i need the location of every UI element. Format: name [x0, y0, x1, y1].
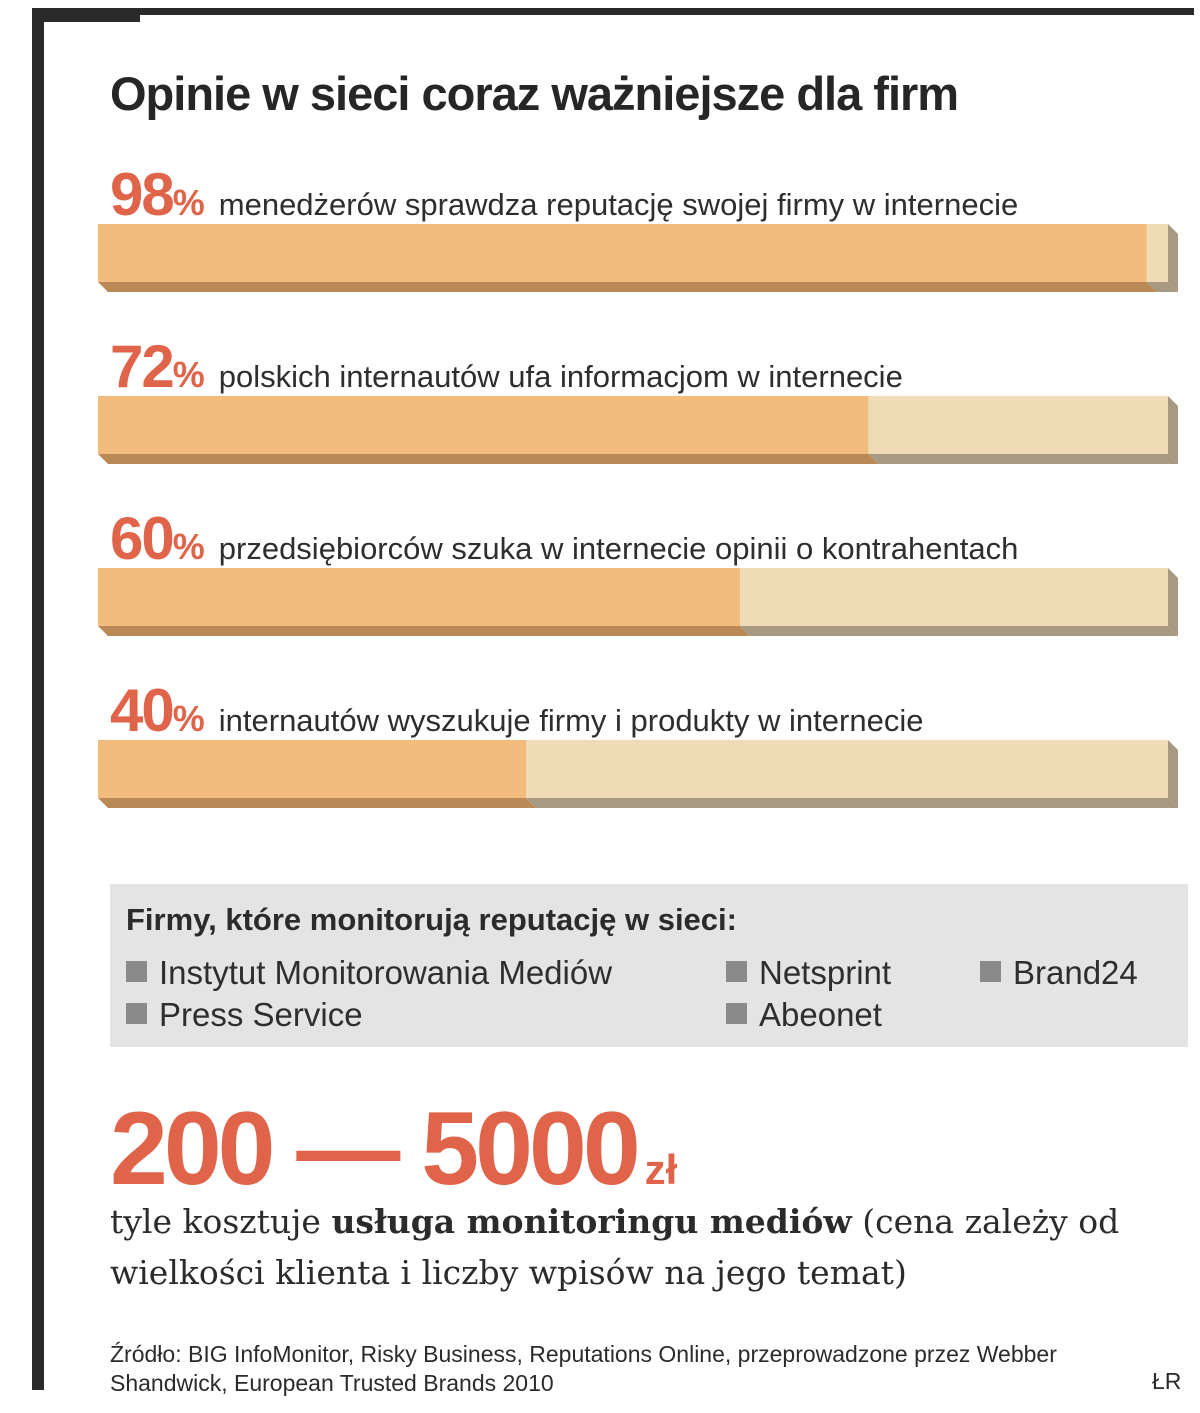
stat-category-label: przedsiębiorców szuka w internecie opini…: [218, 531, 1019, 566]
cost-currency: zł: [644, 1146, 678, 1193]
stat-value-label: 40: [110, 677, 175, 744]
square-bullet-icon: [726, 1003, 747, 1024]
firm-label: Brand24: [1013, 954, 1138, 991]
cost-text-before: tyle kosztuje: [110, 1202, 332, 1241]
stat-unit-label: %: [172, 182, 205, 223]
firm-item: Press Service: [126, 996, 363, 1034]
bar-track: [98, 740, 1178, 808]
frame-top-line: [32, 8, 1194, 15]
bar-fill: [98, 568, 740, 626]
stat-unit-label: %: [172, 526, 205, 567]
bar-fill-edge: [98, 454, 879, 464]
bar-right-edge: [1168, 740, 1178, 808]
cost-text-after: (cena zależy od wielkości klienta i licz…: [110, 1202, 1120, 1292]
bar-remainder: [740, 568, 1168, 626]
stat-header: 98% menedżerów sprawdza reputację swojej …: [110, 160, 1190, 228]
stat-unit-label: %: [172, 698, 205, 739]
bar-fill-edge: [98, 626, 750, 636]
stat-header: 40% internautów wyszukuje firmy i produkt…: [110, 676, 1190, 744]
firm-label: Netsprint: [759, 954, 892, 991]
firm-item: Instytut Monitorowania Mediów: [126, 954, 612, 992]
firm-item: Abeonet: [726, 996, 882, 1034]
bar-track: [98, 568, 1178, 636]
firm-label: Abeonet: [759, 996, 882, 1033]
bar-right-edge: [1168, 224, 1178, 292]
bar-track: [98, 396, 1178, 464]
square-bullet-icon: [126, 961, 147, 982]
source-note: Źródło: BIG InfoMonitor, Risky Business,…: [110, 1341, 1057, 1396]
bar-remainder-edge: [740, 626, 1178, 636]
bar-remainder-edge: [868, 454, 1178, 464]
stat-header: 72% polskich internautów ufa informacjom …: [110, 332, 1190, 400]
bar-fill: [98, 224, 1147, 282]
bar-remainder-edge: [1146, 282, 1178, 292]
cost-range: 200 — 5000 zł: [110, 1090, 677, 1209]
stat-row: 60% przedsiębiorców szuka w internecie op…: [98, 504, 1190, 636]
bar-fill-edge: [98, 798, 536, 808]
square-bullet-icon: [726, 961, 747, 982]
square-bullet-icon: [980, 961, 1001, 982]
stat-value-label: 98: [110, 161, 175, 228]
bar-right-edge: [1168, 568, 1178, 636]
bar-fill: [98, 396, 869, 454]
stat-row: 40% internautów wyszukuje firmy i produkt…: [98, 676, 1190, 808]
bar-remainder: [526, 740, 1168, 798]
stat-unit-label: %: [172, 354, 205, 395]
bar-track: [98, 224, 1178, 292]
stat-category-label: polskich internautów ufa informacjom w i…: [218, 359, 903, 394]
bar-fill: [98, 740, 526, 798]
bar-remainder: [868, 396, 1168, 454]
bar-fill-edge: [98, 282, 1157, 292]
stat-category-label: internautów wyszukuje firmy i produkty w…: [218, 703, 924, 738]
cost-description: tyle kosztuje usługa monitoringu mediów …: [110, 1196, 1180, 1298]
firm-item: Brand24: [980, 954, 1138, 992]
firm-item: Netsprint: [726, 954, 891, 992]
bar-remainder: [1146, 224, 1168, 282]
firm-label: Instytut Monitorowania Mediów: [159, 954, 613, 991]
stat-row: 72% polskich internautów ufa informacjom …: [98, 332, 1190, 464]
frame-top-corner: [32, 8, 140, 22]
stat-category-label: menedżerów sprawdza reputację swojej fir…: [218, 187, 1019, 222]
bar-right-edge: [1168, 396, 1178, 464]
bar-remainder-edge: [526, 798, 1178, 808]
author-initials: ŁR: [1152, 1368, 1182, 1394]
frame-left-line: [32, 8, 44, 1390]
cost-text-bold: usługa monitoringu mediów: [331, 1202, 852, 1241]
stat-row: 98% menedżerów sprawdza reputację swojej …: [98, 160, 1190, 292]
chart-title: Opinie w sieci coraz ważniejsze dla firm: [110, 67, 959, 120]
firm-label: Press Service: [159, 996, 363, 1033]
stat-header: 60% przedsiębiorców szuka w internecie op…: [110, 504, 1190, 572]
stat-value-label: 72: [110, 333, 175, 400]
firms-box-title: Firmy, które monitorują reputację w siec…: [126, 902, 737, 937]
square-bullet-icon: [126, 1003, 147, 1024]
firms-box: Firmy, które monitorują reputację w siec…: [110, 884, 1188, 1047]
cost-range-value: 200 — 5000: [110, 1091, 641, 1207]
stat-value-label: 60: [110, 505, 175, 572]
